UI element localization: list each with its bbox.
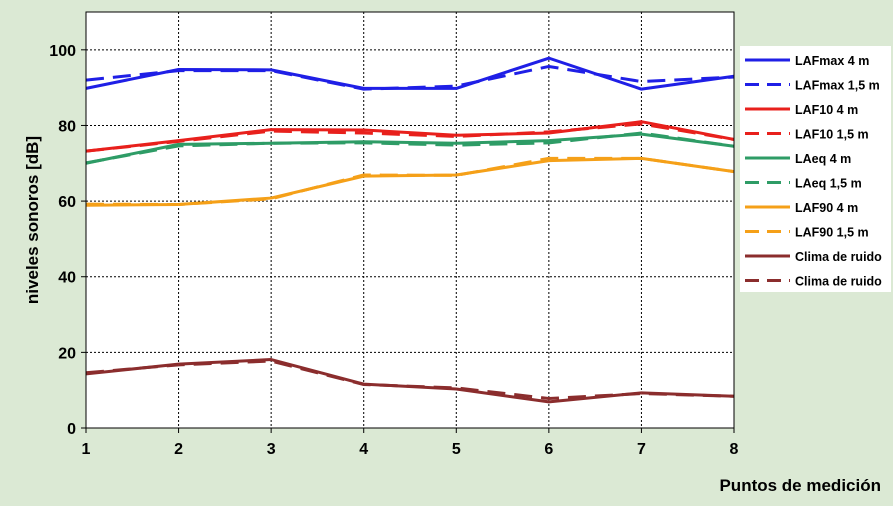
legend-label: LAF10 4 m <box>795 103 858 117</box>
legend-label: LAFmax 1,5 m <box>795 79 880 93</box>
legend-label: Clima de ruido <box>795 275 882 289</box>
x-tick-label: 8 <box>730 441 739 458</box>
x-tick-label: 4 <box>359 441 368 458</box>
legend-label: LAFmax 4 m <box>795 54 869 68</box>
legend: LAFmax 4 m LAFmax 1,5 m LAF10 4 m LAF10 1,5… <box>745 54 882 289</box>
y-tick-label: 60 <box>58 194 76 211</box>
plot-border <box>85 11 735 429</box>
y-tick-label: 20 <box>58 345 76 362</box>
legend-label: LAF90 4 m <box>795 201 858 215</box>
y-tick-label: 80 <box>58 118 76 135</box>
legend-label: LAF10 1,5 m <box>795 128 869 142</box>
y-tick-label: 100 <box>49 43 76 60</box>
series-line <box>85 156 735 206</box>
plot-area <box>86 12 734 428</box>
y-tick-label: 0 <box>67 421 76 438</box>
legend-box <box>740 46 891 292</box>
series-line <box>85 359 735 401</box>
y-axis-label: niveles sonoros [dB] <box>23 136 42 304</box>
x-tick-label: 5 <box>452 441 461 458</box>
legend-label: LAF90 1,5 m <box>795 226 869 240</box>
legend-label: LAeq 4 m <box>795 152 851 166</box>
x-axis-ticks: 1 2 3 4 5 6 7 8 <box>82 428 739 458</box>
gridlines <box>86 12 734 428</box>
y-axis-ticks: 0 20 40 60 80 100 <box>49 43 86 438</box>
y-tick-label: 40 <box>58 270 76 287</box>
series-lines <box>85 56 735 404</box>
legend-label: LAeq 1,5 m <box>795 177 862 191</box>
series-line <box>85 122 735 153</box>
series-line <box>85 64 735 91</box>
x-tick-label: 3 <box>267 441 276 458</box>
x-tick-label: 2 <box>174 441 183 458</box>
x-tick-label: 6 <box>544 441 553 458</box>
x-tick-label: 7 <box>637 441 646 458</box>
x-tick-label: 1 <box>82 441 91 458</box>
x-axis-label: Puntos de medición <box>719 476 881 495</box>
legend-label: Clima de ruido <box>795 250 882 264</box>
series-line <box>85 131 735 165</box>
